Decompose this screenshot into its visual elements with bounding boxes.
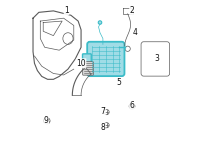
FancyBboxPatch shape xyxy=(83,54,91,64)
Circle shape xyxy=(98,21,102,24)
Text: 3: 3 xyxy=(154,54,159,64)
FancyBboxPatch shape xyxy=(83,62,93,75)
Text: 9: 9 xyxy=(44,116,49,125)
Text: 5: 5 xyxy=(116,78,121,87)
Text: 8: 8 xyxy=(101,123,105,132)
FancyBboxPatch shape xyxy=(87,42,124,76)
Text: 7: 7 xyxy=(100,107,105,116)
Text: 4: 4 xyxy=(133,28,137,37)
Text: 6: 6 xyxy=(130,101,134,110)
Text: 1: 1 xyxy=(64,6,69,15)
Text: 2: 2 xyxy=(130,6,134,15)
Text: 10: 10 xyxy=(76,59,86,68)
